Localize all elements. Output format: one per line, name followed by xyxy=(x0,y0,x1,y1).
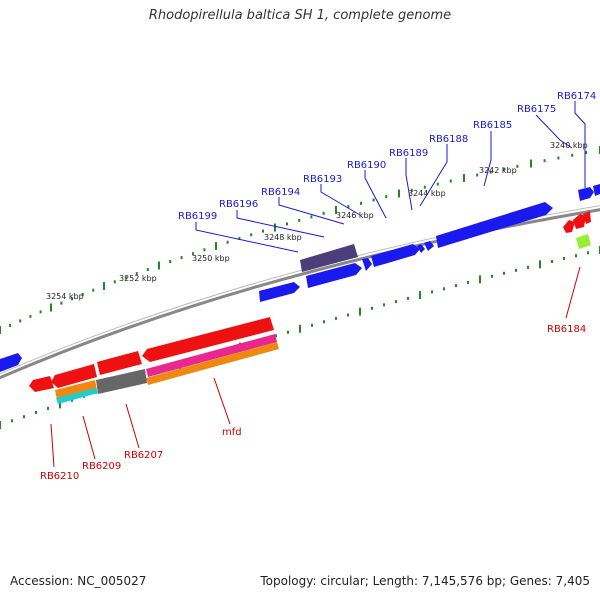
gene-arrow-rb6190 xyxy=(371,244,420,267)
gene-label-mfd: mfd xyxy=(222,427,242,438)
gene-label-rb6174: RB6174 xyxy=(557,91,596,102)
gene-arrow-rb6193 xyxy=(362,258,372,271)
gene-arrow-mfd xyxy=(142,317,274,362)
gene-arrow-rb6210 xyxy=(29,376,54,392)
gene-label-rb6193: RB6193 xyxy=(303,174,342,185)
tick-label-3246: 3246 kbp xyxy=(336,211,374,220)
genome-stats-label: Topology: circular; Length: 7,145,576 bp… xyxy=(260,574,590,588)
gene-label-rb6194: RB6194 xyxy=(261,187,300,198)
gene-arrow-rb6174 xyxy=(578,187,594,201)
gene-label-rb6199: RB6199 xyxy=(178,211,217,222)
gene-label-rb6175: RB6175 xyxy=(517,104,556,115)
gene-arrow-rb6184-a xyxy=(563,220,575,233)
gene-label-rb6189: RB6189 xyxy=(389,148,428,159)
feature-cyan xyxy=(56,388,98,404)
tick-label-3248: 3248 kbp xyxy=(264,233,302,242)
tick-label-3254: 3254 kbp xyxy=(46,292,84,301)
feature-gray xyxy=(96,369,147,394)
gene-arrow-rb6199 xyxy=(0,353,22,372)
genome-backbone xyxy=(0,205,600,380)
gene-arrow-rb6194 xyxy=(306,263,362,288)
forward-genes xyxy=(0,184,600,372)
gene-label-rb6188: RB6188 xyxy=(429,134,468,145)
tick-label-3250: 3250 kbp xyxy=(192,254,230,263)
gene-arrow-rb6188 xyxy=(424,241,434,251)
feature-purple xyxy=(300,244,358,272)
gene-arrow-rb6184-b xyxy=(573,214,586,229)
gene-arrow-rb6175 xyxy=(593,184,600,196)
reverse-callouts xyxy=(50,266,581,468)
gene-label-rb6185: RB6185 xyxy=(473,120,512,131)
gene-label-rb6196: RB6196 xyxy=(219,199,258,210)
gene-label-rb6209: RB6209 xyxy=(82,461,121,472)
feature-lime xyxy=(576,234,591,249)
feature-orange-short xyxy=(55,380,97,400)
gene-arrow-rb6207 xyxy=(97,351,142,375)
gene-label-rb6207: RB6207 xyxy=(124,450,163,461)
forward-gene-labels: RB6174 RB6175 RB6185 RB6188 RB6189 RB619… xyxy=(178,91,596,222)
gene-arrow-rb6189 xyxy=(417,244,425,253)
tick-ring-outer xyxy=(0,146,600,334)
feature-orange-long xyxy=(146,342,279,385)
reverse-genes xyxy=(29,211,591,404)
gene-arrow-rb6209 xyxy=(51,364,97,388)
tick-label-3252: 3252 kbp xyxy=(119,274,157,283)
accession-label: Accession: NC_005027 xyxy=(10,574,147,588)
gene-label-rb6190: RB6190 xyxy=(347,160,386,171)
gene-arrow-rb6185 xyxy=(436,202,553,248)
gene-label-rb6184: RB6184 xyxy=(547,324,586,335)
reverse-gene-labels: RB6184 mfd RB6207 RB6209 RB6210 xyxy=(40,324,586,482)
map-title: Rhodopirellula baltica SH 1, complete ge… xyxy=(148,8,452,23)
forward-callouts xyxy=(195,101,586,253)
tick-label-3242: 3242 kbp xyxy=(479,166,517,175)
tick-label-3244: 3244 kbp xyxy=(408,189,446,198)
gene-arrow-rb6196 xyxy=(259,282,300,302)
gene-arrow-rb6184-c xyxy=(583,211,591,224)
feature-pink xyxy=(146,334,277,377)
gene-label-rb6210: RB6210 xyxy=(40,471,79,482)
